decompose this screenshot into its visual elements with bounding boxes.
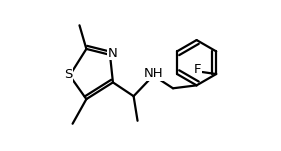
Text: F: F <box>194 63 201 76</box>
Text: N: N <box>107 47 117 60</box>
Text: S: S <box>64 68 73 81</box>
Text: NH: NH <box>144 67 164 80</box>
